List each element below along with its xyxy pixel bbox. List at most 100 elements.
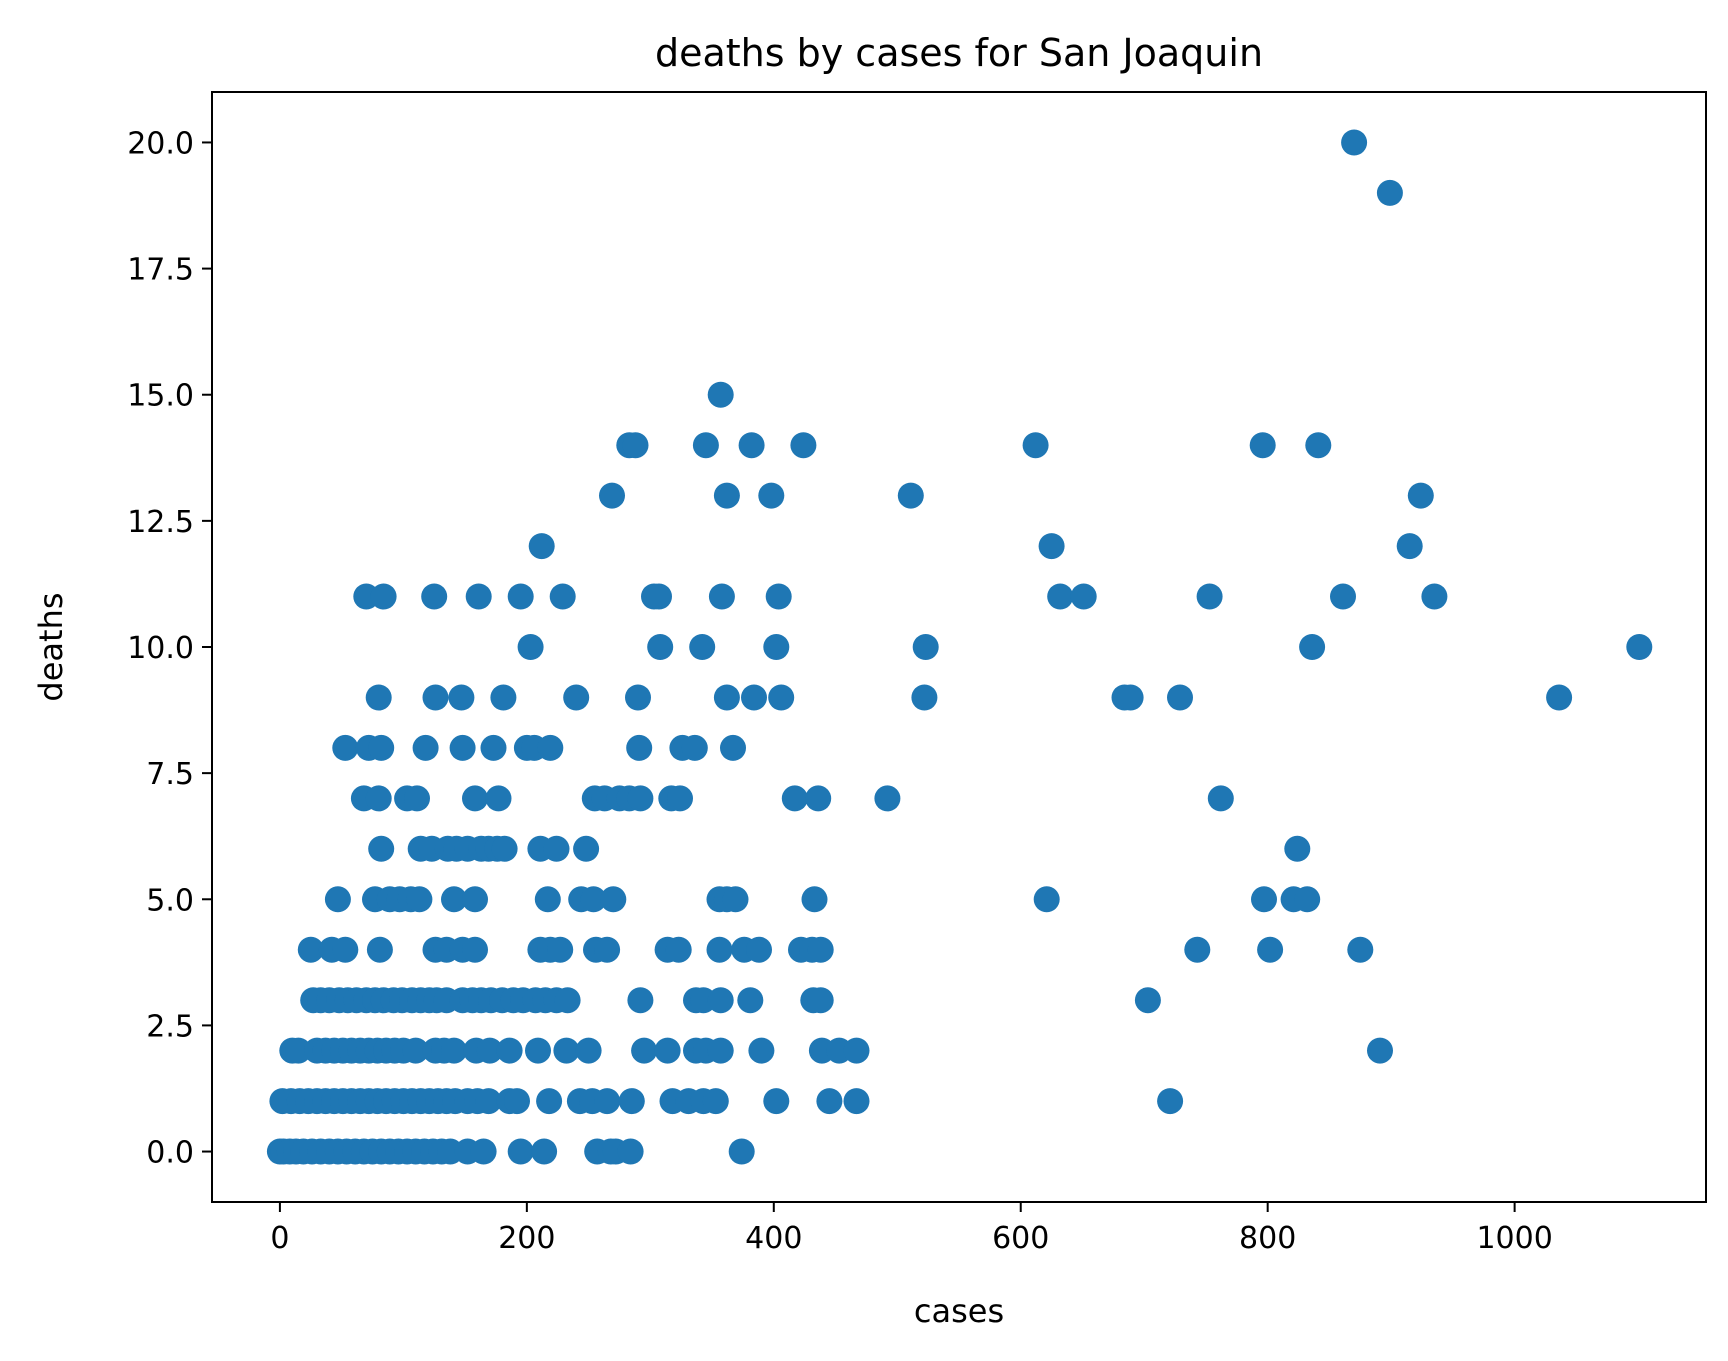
data-point xyxy=(1184,936,1211,963)
chart-title: deaths by cases for San Joaquin xyxy=(655,31,1263,75)
data-point xyxy=(627,987,654,1014)
data-point xyxy=(402,1037,429,1064)
data-point xyxy=(665,936,692,963)
data-point xyxy=(722,886,749,913)
data-point xyxy=(370,583,397,610)
data-point xyxy=(406,886,433,913)
data-point xyxy=(702,1088,729,1115)
data-point xyxy=(563,684,590,711)
data-point xyxy=(600,886,627,913)
data-point xyxy=(507,583,534,610)
y-tick-label: 15.0 xyxy=(127,379,194,414)
data-point xyxy=(720,734,746,761)
data-point xyxy=(1257,936,1284,963)
data-point xyxy=(490,684,517,711)
data-point xyxy=(285,1037,312,1064)
data-point xyxy=(843,1088,870,1115)
data-point xyxy=(368,835,395,862)
data-point xyxy=(689,634,716,660)
data-point xyxy=(1196,583,1223,610)
data-point xyxy=(1033,886,1060,913)
data-point xyxy=(441,1037,467,1064)
data-point xyxy=(531,1138,558,1165)
data-point xyxy=(1546,684,1573,711)
data-point xyxy=(422,684,449,711)
data-point xyxy=(1249,432,1276,459)
x-axis-ticks: 0 200 400 600 800 1000 xyxy=(270,1202,1553,1256)
x-tick-label: 800 xyxy=(1239,1221,1296,1256)
data-point xyxy=(707,987,734,1014)
data-point xyxy=(480,734,507,761)
data-point xyxy=(1294,886,1321,913)
data-point xyxy=(741,684,767,711)
x-tick-label: 400 xyxy=(745,1221,802,1256)
y-tick-label: 12.5 xyxy=(127,505,194,540)
data-point xyxy=(912,634,939,660)
data-point xyxy=(449,734,476,761)
data-point xyxy=(622,432,649,459)
data-point xyxy=(504,1088,530,1115)
data-point xyxy=(737,987,764,1014)
x-tick-label: 600 xyxy=(992,1221,1049,1256)
data-point xyxy=(1207,785,1234,812)
data-point xyxy=(763,1088,790,1115)
data-point xyxy=(575,1037,602,1064)
data-point xyxy=(475,1088,502,1115)
data-point xyxy=(1330,583,1356,610)
x-axis-label: cases xyxy=(914,1292,1004,1330)
data-point xyxy=(553,1037,580,1064)
data-point xyxy=(332,936,359,963)
data-point xyxy=(547,936,574,963)
data-point xyxy=(763,634,790,660)
data-point xyxy=(627,785,654,812)
y-tick-label: 2.5 xyxy=(146,1009,194,1044)
data-point xyxy=(758,482,785,509)
data-point xyxy=(1305,432,1332,459)
data-point xyxy=(626,734,653,761)
data-point xyxy=(1134,987,1161,1014)
data-point xyxy=(1367,1037,1393,1064)
data-point xyxy=(528,533,555,560)
data-point xyxy=(816,1088,843,1115)
y-tick-label: 0.0 xyxy=(146,1136,194,1171)
data-point xyxy=(1251,886,1277,913)
data-point xyxy=(897,482,924,509)
data-point xyxy=(1376,179,1403,206)
data-point xyxy=(1047,583,1074,610)
data-point xyxy=(874,785,901,812)
data-point xyxy=(790,432,817,459)
data-point xyxy=(807,987,834,1014)
data-point xyxy=(594,936,621,963)
data-point xyxy=(681,734,708,761)
data-point xyxy=(554,987,581,1014)
x-tick-label: 1000 xyxy=(1476,1221,1552,1256)
data-point xyxy=(765,583,792,610)
y-tick-label: 7.5 xyxy=(146,757,194,792)
data-point xyxy=(617,1138,644,1165)
data-point xyxy=(781,785,808,812)
data-point xyxy=(1157,1088,1184,1115)
data-point xyxy=(713,482,740,509)
data-point xyxy=(1284,835,1311,862)
data-point xyxy=(297,936,324,963)
data-point xyxy=(647,634,674,660)
data-point xyxy=(1407,482,1434,509)
data-point xyxy=(805,785,832,812)
data-point xyxy=(667,785,693,812)
plot-area-frame xyxy=(211,91,1707,1203)
data-point xyxy=(491,835,518,862)
data-point xyxy=(496,1037,523,1064)
data-point xyxy=(507,1138,534,1165)
data-point xyxy=(1167,684,1193,711)
x-tick-label: 200 xyxy=(498,1221,555,1256)
data-point xyxy=(365,684,392,711)
data-point xyxy=(1341,129,1368,156)
data-point xyxy=(707,381,734,408)
data-point xyxy=(599,482,625,509)
data-point xyxy=(746,936,772,963)
data-point xyxy=(365,785,392,812)
data-point xyxy=(1626,634,1653,660)
data-point xyxy=(768,684,795,711)
y-tick-label: 5.0 xyxy=(146,883,194,918)
